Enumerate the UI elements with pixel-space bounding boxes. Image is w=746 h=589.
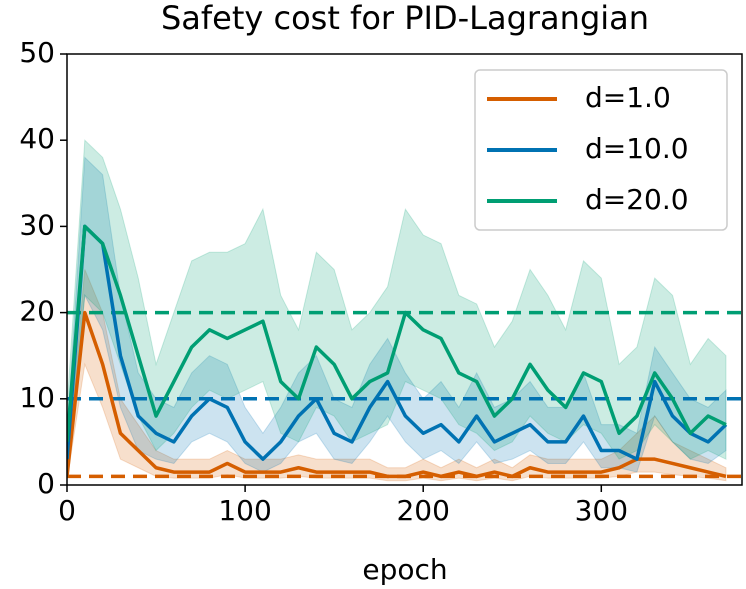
series-line [67, 224, 728, 461]
series-line [67, 224, 727, 443]
x-tick-label: 300 [575, 494, 628, 527]
legend-label: d=10.0 [585, 132, 689, 165]
x-tick-label: 100 [218, 494, 271, 527]
confidence-band [67, 139, 727, 468]
legend-label: d=20.0 [585, 183, 689, 216]
plot-area [67, 139, 742, 482]
series-line [67, 310, 727, 479]
x-tick-label: 200 [396, 494, 449, 527]
y-tick-label: 40 [19, 122, 55, 155]
y-tick-label: 20 [19, 295, 55, 328]
y-tick-label: 10 [19, 381, 55, 414]
x-axis-label: epoch [362, 553, 447, 586]
plot-frame [66, 53, 743, 486]
y-tick-label: 50 [19, 36, 55, 69]
y-tick-label: 0 [37, 467, 55, 500]
x-tick-label: 0 [58, 494, 76, 527]
y-tick-label: 30 [19, 208, 55, 241]
chart-title: Safety cost for PID-Lagrangian [161, 0, 649, 37]
legend-label: d=1.0 [585, 81, 671, 114]
confidence-band [67, 156, 727, 477]
legend-box [474, 69, 728, 231]
